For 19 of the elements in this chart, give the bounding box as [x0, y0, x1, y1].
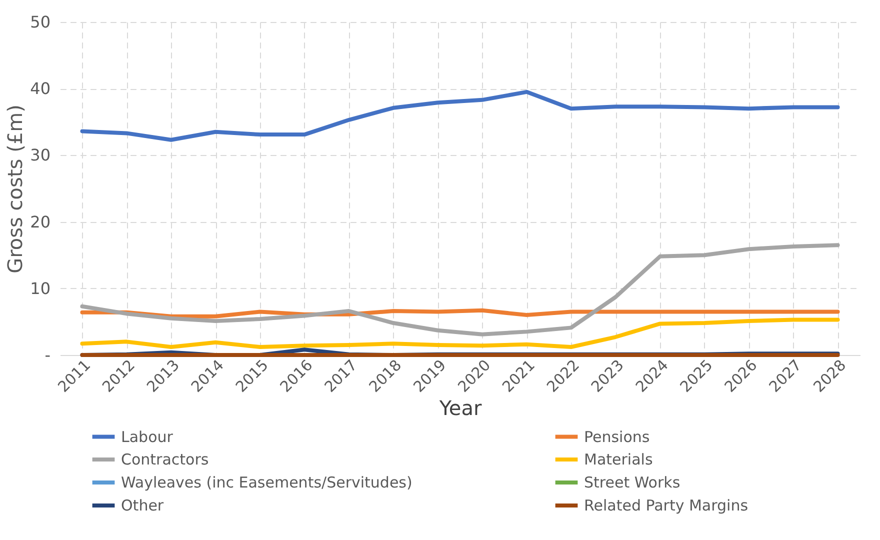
legend-label: Wayleaves (inc Easements/Servitudes) — [121, 474, 412, 492]
x-axis-title: Year — [438, 396, 482, 420]
legend-label: Contractors — [121, 450, 209, 468]
legend-label: Materials — [584, 450, 653, 468]
y-tick-label: 20 — [30, 212, 50, 232]
legend-label: Pensions — [584, 428, 650, 446]
legend-label: Related Party Margins — [584, 496, 748, 514]
y-axis-title: Gross costs (£m) — [3, 104, 28, 274]
line-series — [80, 318, 840, 350]
legend-label: Other — [121, 496, 164, 514]
y-tick-label: 10 — [30, 278, 50, 298]
line-series — [80, 90, 840, 142]
y-tick-label: 30 — [30, 146, 50, 165]
y-tick-label: 50 — [30, 12, 50, 32]
legend-label: Street Works — [584, 474, 680, 492]
y-tick-label: - — [44, 346, 50, 364]
legend-label: Labour — [121, 428, 174, 446]
line-series — [80, 243, 840, 336]
y-tick-label: 40 — [30, 79, 50, 98]
